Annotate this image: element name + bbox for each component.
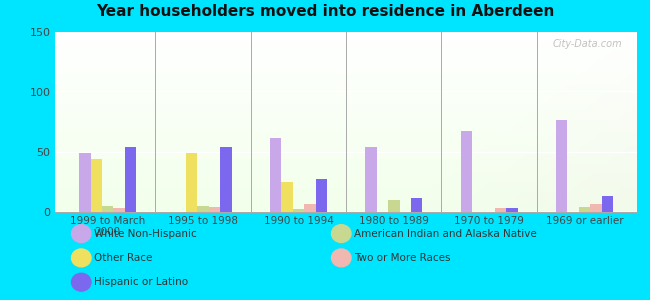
Bar: [281, 182, 292, 212]
Bar: [220, 147, 231, 212]
Text: American Indian and Alaska Native: American Indian and Alaska Native: [354, 229, 537, 238]
Bar: [102, 206, 114, 212]
Ellipse shape: [332, 249, 351, 267]
Bar: [270, 138, 281, 212]
Bar: [365, 147, 376, 212]
Bar: [304, 204, 316, 211]
Bar: [556, 120, 567, 212]
Bar: [461, 131, 472, 212]
Text: City-Data.com: City-Data.com: [553, 39, 623, 49]
Bar: [411, 198, 422, 212]
Text: Other Race: Other Race: [94, 253, 153, 263]
Bar: [198, 206, 209, 212]
Bar: [495, 208, 506, 211]
Text: Two or More Races: Two or More Races: [354, 253, 450, 263]
Ellipse shape: [332, 225, 351, 242]
Text: Year householders moved into residence in Aberdeen: Year householders moved into residence i…: [96, 4, 554, 20]
Bar: [590, 204, 602, 211]
Bar: [79, 153, 90, 211]
Bar: [209, 207, 220, 212]
Ellipse shape: [72, 273, 91, 291]
Bar: [388, 200, 400, 211]
Ellipse shape: [72, 225, 91, 242]
Bar: [506, 208, 518, 211]
Bar: [186, 153, 198, 211]
Bar: [125, 147, 136, 212]
Bar: [316, 179, 327, 212]
Bar: [114, 208, 125, 211]
Ellipse shape: [72, 249, 91, 267]
Text: White Non-Hispanic: White Non-Hispanic: [94, 229, 197, 238]
Text: Hispanic or Latino: Hispanic or Latino: [94, 277, 188, 287]
Bar: [602, 196, 613, 212]
Bar: [90, 159, 102, 212]
Bar: [292, 209, 304, 212]
Bar: [579, 207, 590, 212]
